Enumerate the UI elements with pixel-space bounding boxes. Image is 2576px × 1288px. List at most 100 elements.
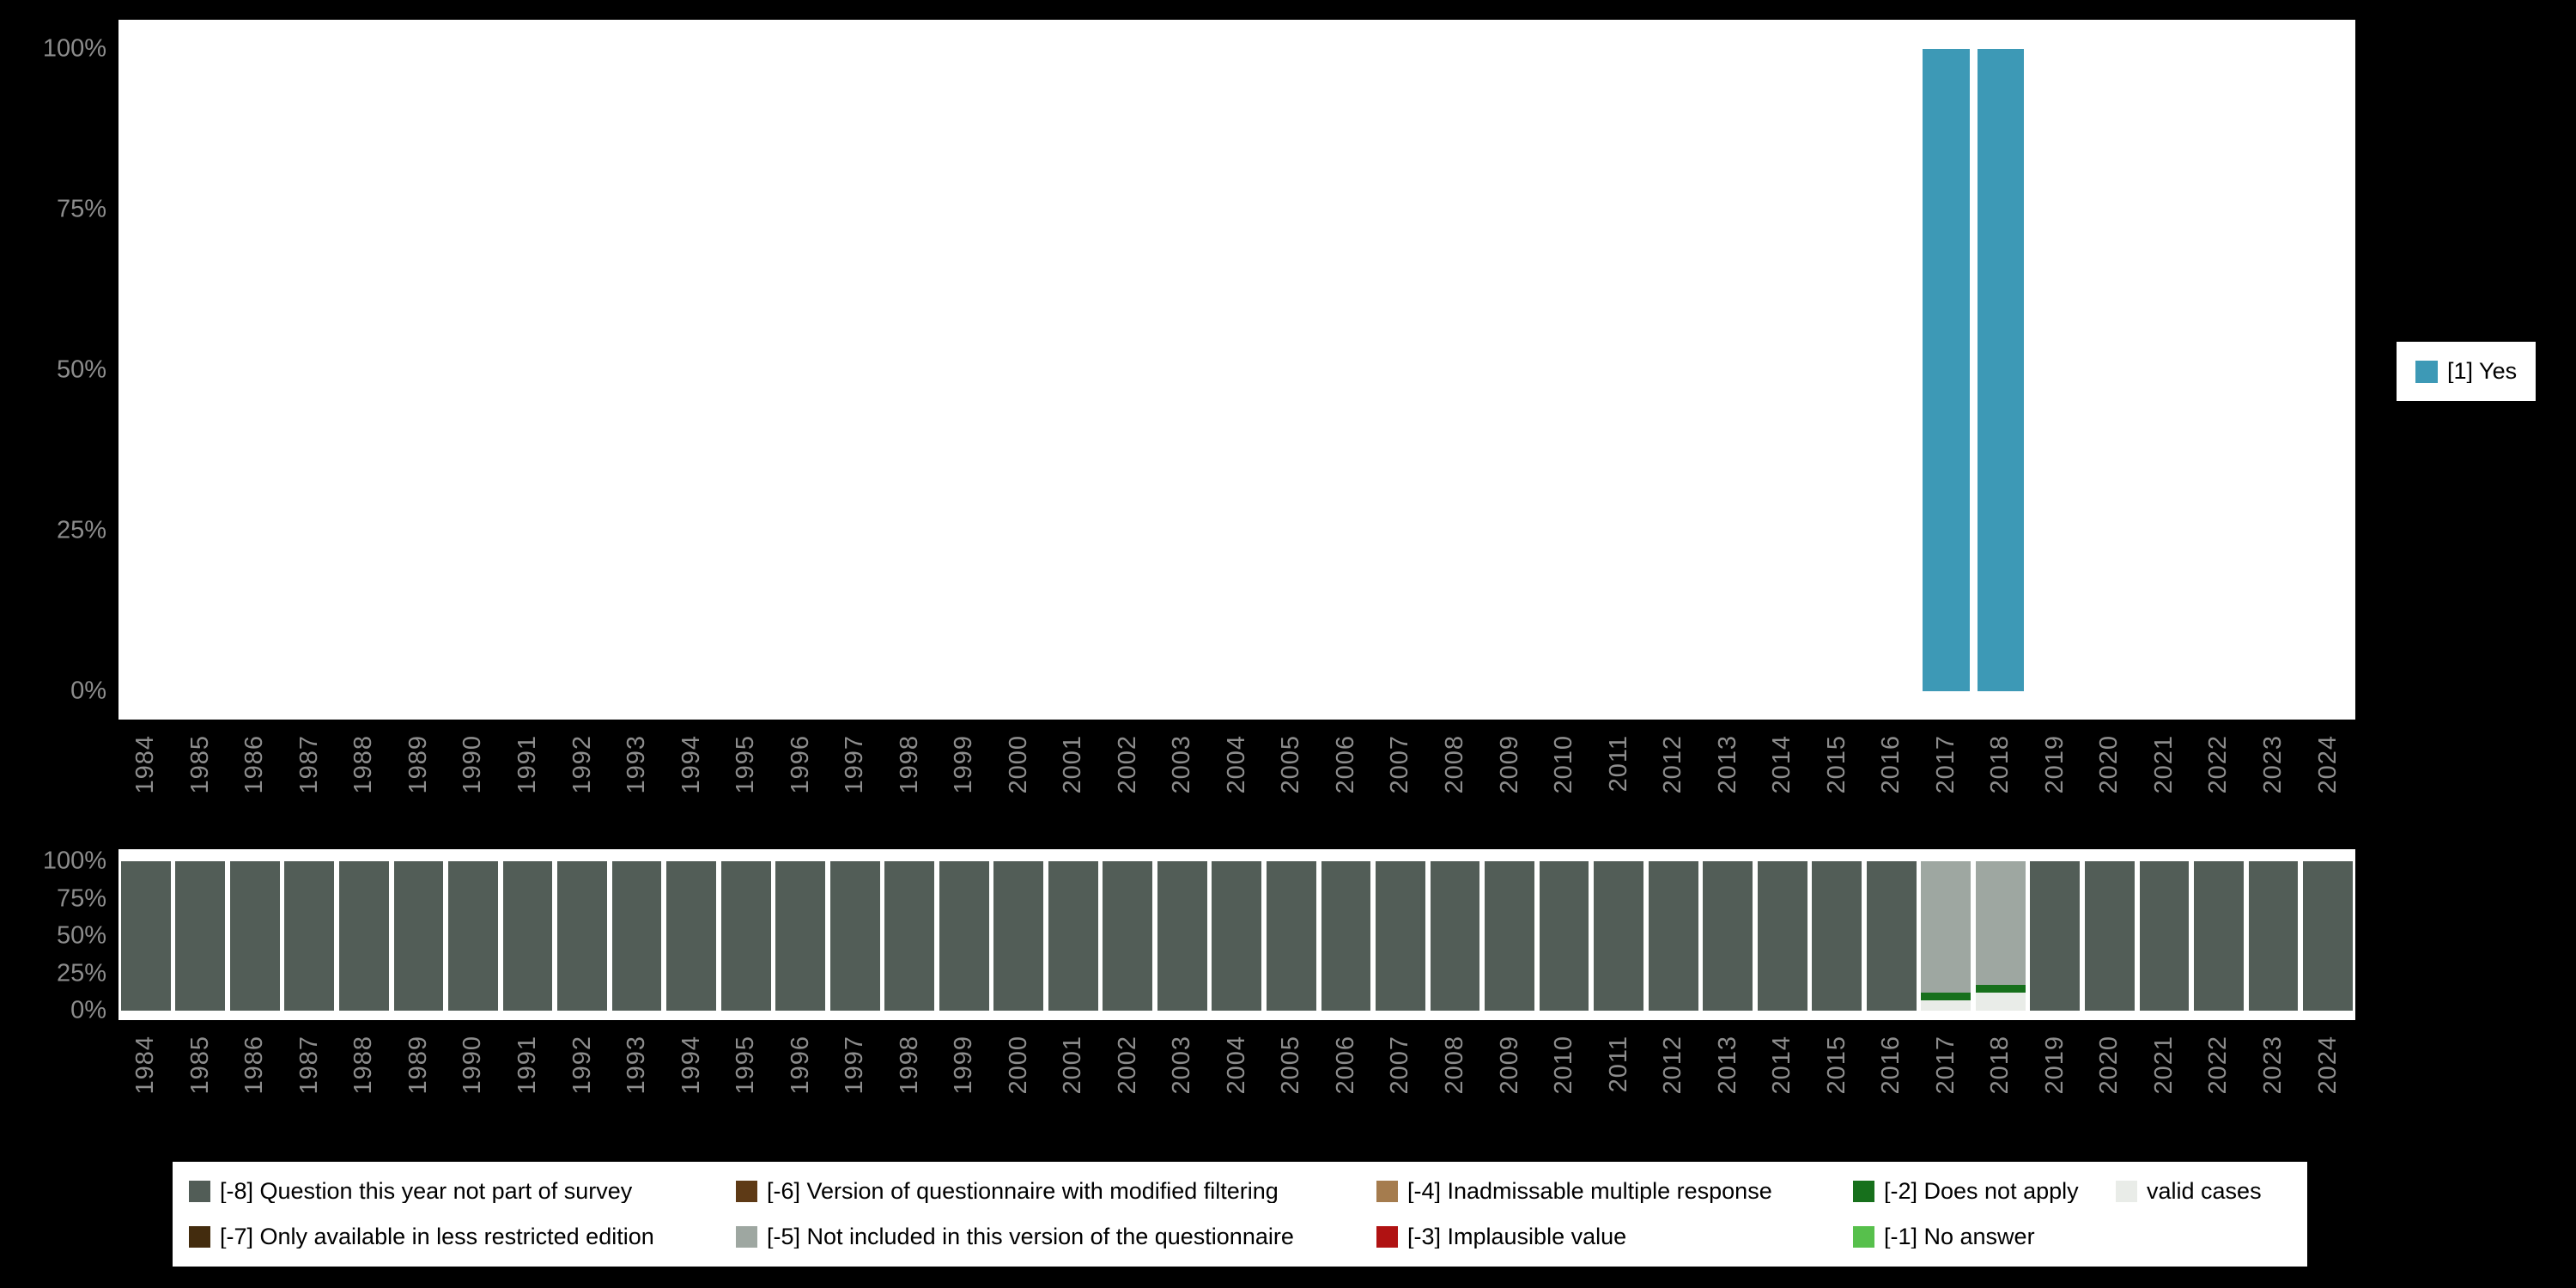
stack-slot-1988 (337, 861, 392, 1011)
x-tick-label: 2014 (1768, 735, 1796, 794)
x-tick-label: 2020 (2095, 735, 2123, 794)
x-tick-label: 2021 (2150, 1036, 2178, 1095)
x-tick: 2023 (2246, 1036, 2301, 1130)
x-tick-label: 2017 (1932, 735, 1960, 794)
bar-segment (2249, 861, 2299, 1011)
stack-slot-1998 (882, 861, 937, 1011)
x-tick-label: 2023 (2259, 1036, 2287, 1095)
x-tick-label: 2011 (1605, 1036, 1633, 1092)
x-tick-label: 2016 (1877, 1036, 1905, 1095)
values-chart-bars (118, 49, 2355, 691)
x-tick: 1988 (337, 735, 392, 829)
bar-slot-1997 (828, 49, 883, 691)
x-tick: 1991 (501, 735, 556, 829)
bar-slot-1993 (610, 49, 665, 691)
bar-segment (339, 861, 389, 1011)
legend-label: [-3] Implausible value (1407, 1225, 1626, 1249)
x-tick-label: 2004 (1223, 1036, 1251, 1095)
missing-chart-legend: [-8] Question this year not part of surv… (173, 1162, 2307, 1267)
stacked-bar-2017 (1921, 861, 1971, 1011)
stack-slot-2001 (1046, 861, 1101, 1011)
x-tick: 2011 (1591, 735, 1646, 829)
legend-color-swatch (1853, 1226, 1874, 1248)
values-chart-y-axis: 100%75%50%25%0% (0, 49, 106, 691)
stack-slot-2016 (1864, 861, 1919, 1011)
x-tick-label: 2017 (1932, 1036, 1960, 1095)
legend-item: [-2] Does not apply (1853, 1180, 2116, 1203)
bar-segment (284, 861, 334, 1011)
stack-slot-1996 (773, 861, 828, 1011)
x-tick-label: 2014 (1768, 1036, 1796, 1095)
x-tick-label: 1990 (459, 735, 487, 794)
x-tick: 2017 (1919, 1036, 1974, 1130)
bar-slot-1989 (392, 49, 447, 691)
x-tick: 1998 (882, 1036, 937, 1130)
x-tick: 1995 (719, 1036, 774, 1130)
x-tick: 1986 (228, 1036, 283, 1130)
x-tick: 2013 (1700, 1036, 1755, 1130)
x-tick-label: 2001 (1059, 735, 1087, 794)
x-tick-label: 2020 (2095, 1036, 2123, 1095)
legend-color-swatch (189, 1181, 210, 1202)
x-tick-label: 2000 (1005, 735, 1033, 794)
x-tick-label: 1997 (841, 1036, 869, 1095)
x-tick-label: 2009 (1496, 1036, 1524, 1095)
bar-segment (1540, 861, 1589, 1011)
legend-item: [1] Yes (2415, 360, 2517, 383)
values-chart-legend: [1] Yes (2397, 342, 2536, 401)
bar-slot-1991 (501, 49, 556, 691)
bar-segment (1594, 861, 1643, 1011)
x-tick-label: 1987 (295, 735, 324, 794)
x-tick-label: 2024 (2314, 735, 2342, 794)
stacked-bar-2020 (2085, 861, 2135, 1011)
legend-color-swatch (2116, 1181, 2137, 1202)
x-tick: 2007 (1373, 735, 1428, 829)
bar-slot-1987 (283, 49, 337, 691)
x-tick: 2018 (1973, 735, 2028, 829)
stack-slot-2000 (992, 861, 1047, 1011)
x-tick-label: 1999 (950, 735, 978, 794)
stacked-bar-2018 (1976, 861, 2026, 1011)
x-tick-label: 2019 (2041, 1036, 2069, 1095)
stacked-bar-1985 (175, 861, 225, 1011)
bar-2017 (1923, 49, 1970, 691)
x-tick-label: 1988 (349, 735, 378, 794)
stack-slot-2005 (1264, 861, 1319, 1011)
x-tick: 1996 (773, 1036, 828, 1130)
bar-slot-1988 (337, 49, 392, 691)
x-tick: 2023 (2246, 735, 2301, 829)
bar-segment (557, 861, 607, 1011)
x-tick: 2003 (1155, 1036, 1210, 1130)
x-tick: 1992 (555, 735, 610, 829)
x-tick-label: 2005 (1277, 1036, 1305, 1095)
x-tick-label: 2021 (2150, 735, 2178, 794)
legend-label: [-6] Version of questionnaire with modif… (767, 1180, 1279, 1203)
legend-color-swatch (736, 1181, 757, 1202)
stacked-bar-2000 (993, 861, 1043, 1011)
bar-slot-2002 (1101, 49, 1156, 691)
bar-segment (2030, 861, 2080, 1011)
x-tick: 1985 (173, 735, 228, 829)
stacked-bar-1991 (503, 861, 553, 1011)
legend-item: valid cases (2116, 1180, 2307, 1203)
x-tick: 2015 (1809, 1036, 1864, 1130)
bar-segment (1976, 861, 2026, 985)
x-tick-label: 1991 (513, 1036, 542, 1095)
bar-slot-1990 (446, 49, 501, 691)
stacked-bar-2019 (2030, 861, 2080, 1011)
stack-slot-1987 (283, 861, 337, 1011)
x-tick: 1992 (555, 1036, 610, 1130)
legend-color-swatch (1376, 1181, 1398, 1202)
x-tick: 2004 (1210, 735, 1265, 829)
y-tick-label: 50% (57, 356, 106, 385)
stack-slot-2014 (1755, 861, 1810, 1011)
stacked-bar-2021 (2140, 861, 2190, 1011)
x-tick-label: 1998 (896, 1036, 924, 1095)
x-tick: 2001 (1046, 1036, 1101, 1130)
x-tick: 1997 (828, 735, 883, 829)
x-tick: 1986 (228, 735, 283, 829)
x-tick-label: 2012 (1659, 1036, 1687, 1095)
bar-slot-2024 (2300, 49, 2355, 691)
bar-segment (230, 861, 280, 1011)
stacked-bar-1997 (830, 861, 880, 1011)
